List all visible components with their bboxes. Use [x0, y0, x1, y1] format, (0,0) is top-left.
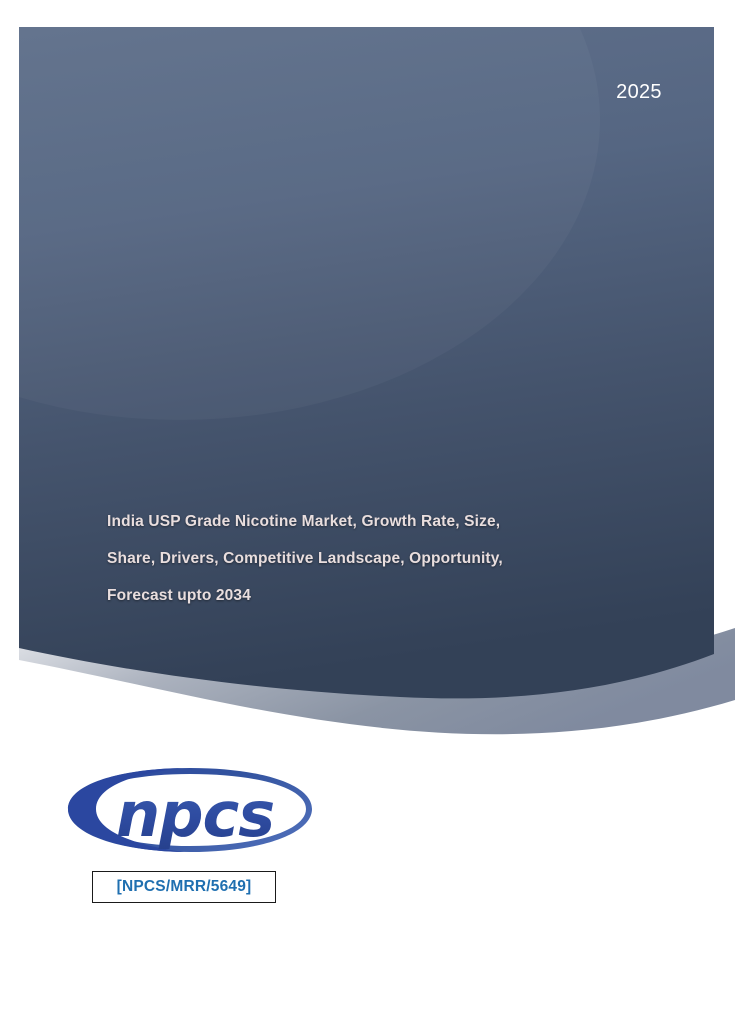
cover-hero-panel [19, 27, 735, 735]
year-badge: 2025 [610, 0, 668, 110]
wave-band [19, 620, 735, 735]
svg-text:npcs: npcs [116, 778, 274, 851]
year-badge-label: 2025 [616, 81, 662, 103]
report-title: India USP Grade Nicotine Market, Growth … [107, 503, 627, 614]
logo-ellipse-swoosh [68, 768, 312, 852]
report-code-label: [NPCS/MRR/5649] [116, 878, 252, 895]
hero-gradient-panel [19, 27, 714, 699]
logo-wordmark: npcs [116, 778, 275, 851]
report-code-badge: [NPCS/MRR/5649] [92, 871, 276, 903]
report-title-line-2: Share, Drivers, Competitive Landscape, O… [107, 550, 503, 567]
report-title-line-3: Forecast upto 2034 [107, 587, 251, 604]
npcs-logo-graphic: npcs [68, 768, 312, 852]
cover-hero-graphic [19, 27, 735, 735]
npcs-logo: npcs [62, 762, 318, 860]
report-title-line-1: India USP Grade Nicotine Market, Growth … [107, 513, 501, 530]
